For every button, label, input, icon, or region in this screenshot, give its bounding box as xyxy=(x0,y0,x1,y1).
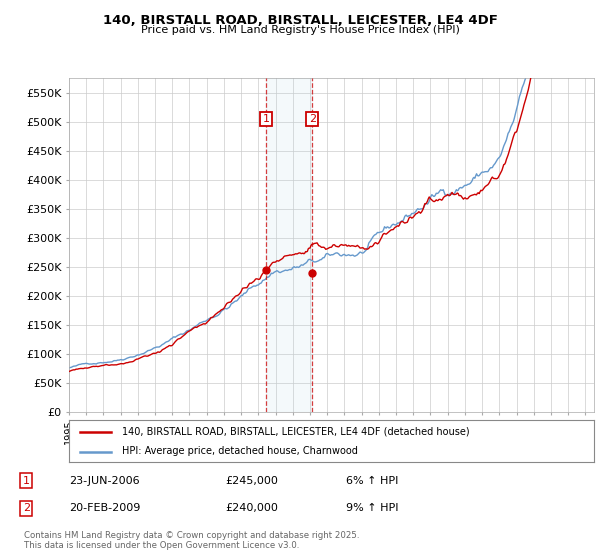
Text: HPI: Average price, detached house, Charnwood: HPI: Average price, detached house, Char… xyxy=(121,446,358,456)
Bar xyxy=(266,78,312,412)
Text: 2: 2 xyxy=(308,114,316,124)
Text: Price paid vs. HM Land Registry's House Price Index (HPI): Price paid vs. HM Land Registry's House … xyxy=(140,25,460,35)
Text: 140, BIRSTALL ROAD, BIRSTALL, LEICESTER, LE4 4DF: 140, BIRSTALL ROAD, BIRSTALL, LEICESTER,… xyxy=(103,14,497,27)
Text: 20-FEB-2009: 20-FEB-2009 xyxy=(70,503,141,513)
Text: Contains HM Land Registry data © Crown copyright and database right 2025.
This d: Contains HM Land Registry data © Crown c… xyxy=(24,530,359,550)
Text: 9% ↑ HPI: 9% ↑ HPI xyxy=(346,503,398,513)
Text: 140, BIRSTALL ROAD, BIRSTALL, LEICESTER, LE4 4DF (detached house): 140, BIRSTALL ROAD, BIRSTALL, LEICESTER,… xyxy=(121,427,469,437)
Text: 1: 1 xyxy=(23,475,30,486)
Text: 23-JUN-2006: 23-JUN-2006 xyxy=(70,475,140,486)
Text: 1: 1 xyxy=(263,114,270,124)
Text: 6% ↑ HPI: 6% ↑ HPI xyxy=(346,475,398,486)
Text: £245,000: £245,000 xyxy=(225,475,278,486)
Text: £240,000: £240,000 xyxy=(225,503,278,513)
Text: 2: 2 xyxy=(23,503,30,513)
